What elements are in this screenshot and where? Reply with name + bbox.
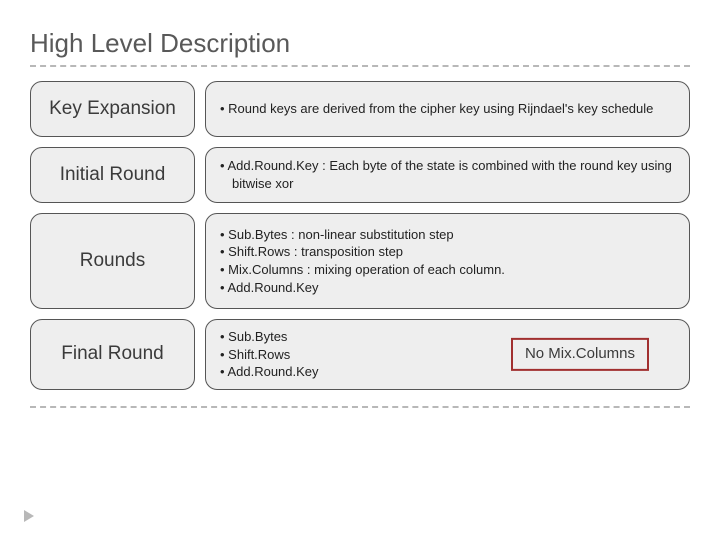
bullet: Round keys are derived from the cipher k… [220,100,675,118]
label-key-expansion: Key Expansion [30,81,195,137]
desc-inner: Round keys are derived from the cipher k… [220,100,675,118]
row-key-expansion: Key Expansion Round keys are derived fro… [30,81,690,137]
bullet: Add.Round.Key : Each byte of the state i… [220,157,675,192]
desc-key-expansion: Round keys are derived from the cipher k… [205,81,690,137]
row-final-round: Final Round Sub.Bytes Shift.Rows Add.Rou… [30,319,690,390]
bullet: Add.Round.Key [220,279,675,297]
label-final-round: Final Round [30,319,195,390]
rows-container: Key Expansion Round keys are derived fro… [30,81,690,390]
desc-inner: Sub.Bytes : non-linear substitution step… [220,226,675,296]
desc-rounds: Sub.Bytes : non-linear substitution step… [205,213,690,309]
row-rounds: Rounds Sub.Bytes : non-linear substituti… [30,213,690,309]
row-initial-round: Initial Round Add.Round.Key : Each byte … [30,147,690,203]
desc-final-round: Sub.Bytes Shift.Rows Add.Round.Key No Mi… [205,319,690,390]
bullet: Mix.Columns : mixing operation of each c… [220,261,675,279]
corner-arrow-icon [24,510,34,522]
desc-inner: Add.Round.Key : Each byte of the state i… [220,157,675,192]
bullet: Shift.Rows : transposition step [220,243,675,261]
note-no-mixcolumns: No Mix.Columns [511,338,649,370]
label-initial-round: Initial Round [30,147,195,203]
desc-initial-round: Add.Round.Key : Each byte of the state i… [205,147,690,203]
divider-top [30,65,690,67]
divider-bottom [30,406,690,408]
page-title: High Level Description [30,28,690,59]
bullet: Sub.Bytes : non-linear substitution step [220,226,675,244]
label-rounds: Rounds [30,213,195,309]
